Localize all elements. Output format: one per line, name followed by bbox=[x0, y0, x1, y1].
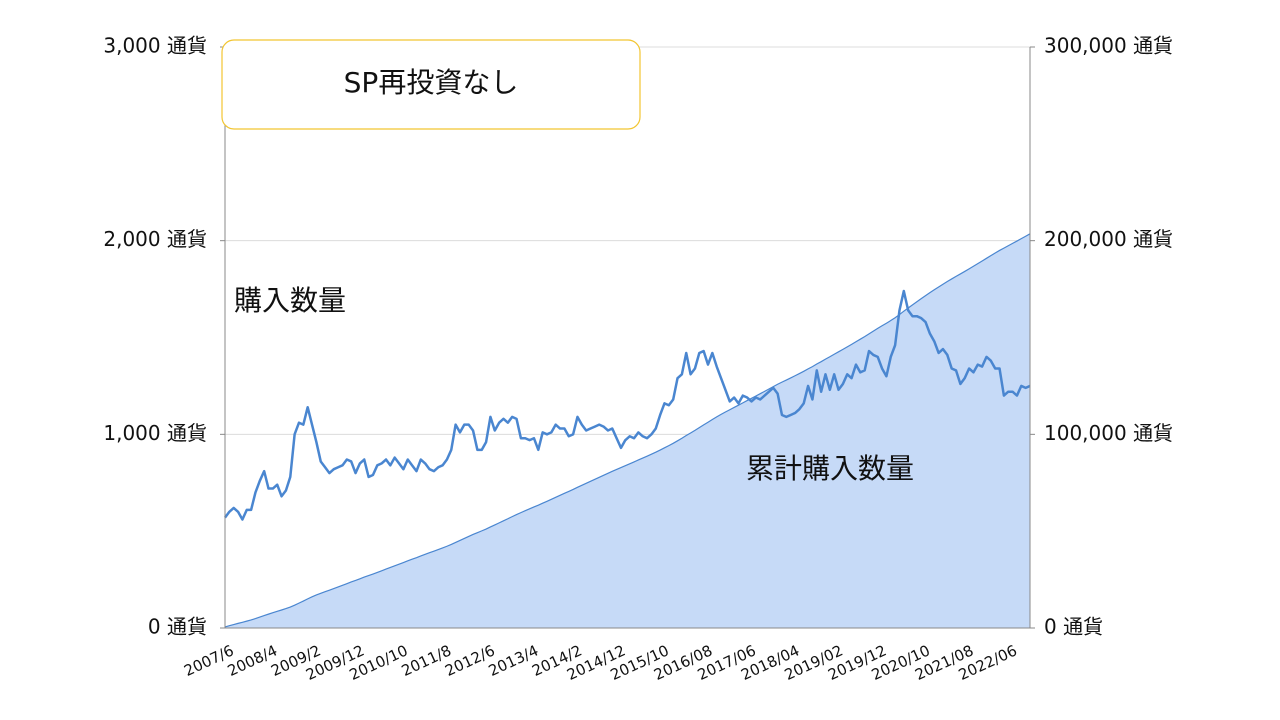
x-tick-label: 2011/8 bbox=[399, 641, 454, 680]
y-tick-label: 1,000 通貨 bbox=[103, 421, 207, 445]
y2-tick-label: 100,000 通貨 bbox=[1044, 421, 1173, 445]
chart-title: SP再投資なし bbox=[344, 66, 519, 99]
series-label: 累計購入数量 bbox=[746, 452, 914, 485]
x-tick-label: 2008/4 bbox=[225, 641, 280, 680]
plot-area bbox=[220, 46, 1035, 629]
y-tick-label: 0 通貨 bbox=[148, 615, 207, 639]
y-tick-label: 3,000 通貨 bbox=[103, 34, 207, 58]
area-edge bbox=[224, 233, 1031, 628]
y2-tick-label: 200,000 通貨 bbox=[1044, 227, 1173, 251]
y2-tick-label: 0 通貨 bbox=[1044, 615, 1103, 639]
y-tick-label: 2,000 通貨 bbox=[103, 227, 207, 251]
line bbox=[223, 289, 1031, 521]
x-tick-label: 2007/6 bbox=[181, 641, 236, 680]
series-label: 購入数量 bbox=[234, 284, 346, 317]
y2-tick-label: 300,000 通貨 bbox=[1044, 34, 1173, 58]
title-box bbox=[221, 39, 641, 130]
x-tick-label: 2012/6 bbox=[442, 641, 497, 680]
area bbox=[225, 233, 1030, 628]
x-tick-label: 2013/4 bbox=[486, 641, 541, 680]
